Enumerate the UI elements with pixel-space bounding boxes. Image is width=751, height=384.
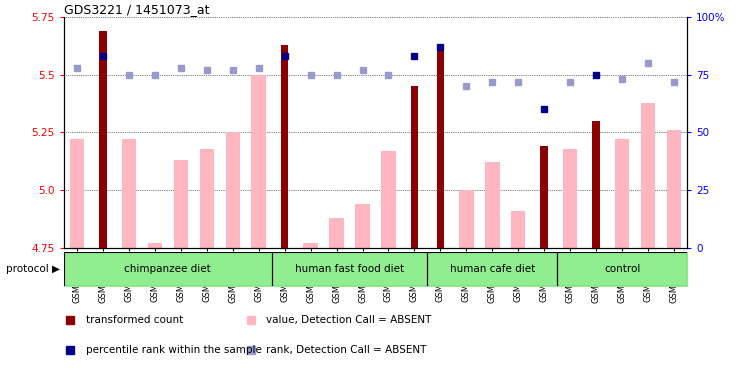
Text: rank, Detection Call = ABSENT: rank, Detection Call = ABSENT	[267, 346, 427, 356]
Bar	[460, 190, 474, 248]
Bar	[225, 132, 240, 248]
Text: GDS3221 / 1451073_at: GDS3221 / 1451073_at	[64, 3, 210, 16]
Bar	[355, 204, 369, 248]
Text: control: control	[604, 264, 641, 274]
Text: transformed count: transformed count	[86, 315, 183, 325]
Bar	[563, 149, 578, 248]
Bar	[382, 151, 396, 248]
Bar	[200, 149, 214, 248]
Bar	[511, 211, 526, 248]
Bar	[667, 130, 681, 248]
Bar	[252, 75, 266, 248]
Text: protocol ▶: protocol ▶	[6, 264, 60, 274]
Bar	[641, 103, 656, 248]
Bar	[173, 160, 188, 248]
Bar	[303, 243, 318, 248]
Text: human fast food diet: human fast food diet	[295, 264, 404, 274]
Bar	[330, 218, 344, 248]
Text: chimpanzee diet: chimpanzee diet	[125, 264, 211, 274]
Bar	[436, 45, 445, 248]
Bar	[615, 139, 629, 248]
Text: human cafe diet: human cafe diet	[450, 264, 535, 274]
Bar	[541, 146, 548, 248]
Bar	[411, 86, 418, 248]
Bar	[148, 243, 162, 248]
Text: percentile rank within the sample: percentile rank within the sample	[86, 346, 261, 356]
Bar	[281, 45, 288, 248]
Bar	[485, 162, 499, 248]
Text: value, Detection Call = ABSENT: value, Detection Call = ABSENT	[267, 315, 432, 325]
Bar	[99, 31, 107, 248]
Bar	[593, 121, 600, 248]
Bar	[70, 139, 84, 248]
Bar	[122, 139, 136, 248]
